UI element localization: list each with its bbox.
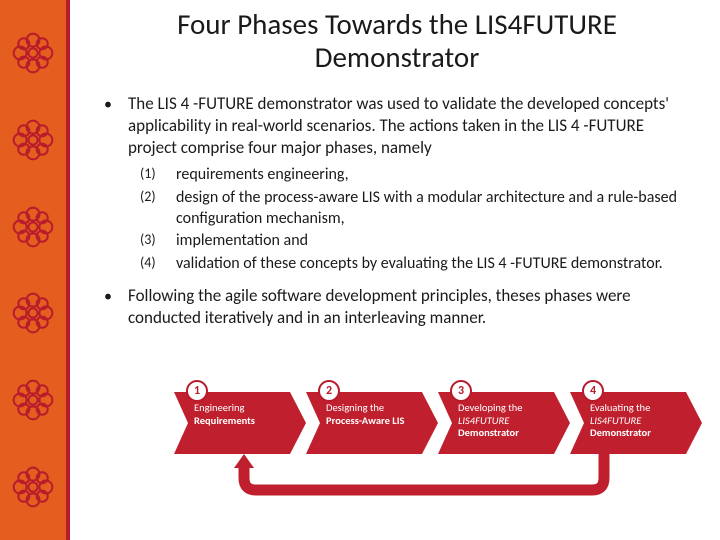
- list-item: (1) requirements engineering,: [140, 165, 690, 186]
- phase-chevron: 2 Designing the Process-Aware LIS: [306, 392, 438, 454]
- phase-label: Designing the Process-Aware LIS: [326, 402, 426, 427]
- phase-number-badge: 1: [186, 380, 208, 402]
- list-item: (2) design of the process-aware LIS with…: [140, 188, 690, 230]
- phase-label: Evaluating the LIS4FUTURE Demonstrator: [590, 402, 690, 440]
- item-text: validation of these concepts by evaluati…: [176, 254, 663, 275]
- decorative-sidebar: [0, 0, 70, 540]
- item-number: (3): [140, 231, 176, 252]
- list-item: (4) validation of these concepts by eval…: [140, 254, 690, 275]
- item-text: requirements engineering,: [176, 165, 349, 186]
- phase-label: Developing the LIS4FUTURE Demonstrator: [458, 402, 558, 440]
- bullet-item: • The LIS 4 -FUTURE demonstrator was use…: [104, 93, 690, 159]
- phase-number-badge: 2: [318, 380, 340, 402]
- slide-content: Four Phases Towards the LIS4FUTURE Demon…: [74, 0, 720, 540]
- phase-chevron: 1 Engineering Requirements: [174, 392, 306, 454]
- item-text: implementation and: [176, 231, 308, 252]
- flower-icon: [10, 30, 56, 76]
- phase-label: Engineering Requirements: [194, 402, 294, 427]
- item-number: (4): [140, 254, 176, 275]
- flower-icon: [10, 204, 56, 250]
- bullet-marker: •: [104, 285, 128, 329]
- flower-icon: [10, 117, 56, 163]
- item-text: design of the process-aware LIS with a m…: [176, 188, 690, 230]
- phase-chevron: 3 Developing the LIS4FUTURE Demonstrator: [438, 392, 570, 454]
- bullet-text: Following the agile software development…: [128, 285, 690, 329]
- slide-title: Four Phases Towards the LIS4FUTURE Demon…: [104, 8, 690, 75]
- phases-diagram: 1 Engineering Requirements 2 Designing t…: [174, 392, 714, 512]
- flower-icon: [10, 290, 56, 336]
- bullet-marker: •: [104, 93, 128, 159]
- phase-number-badge: 4: [582, 380, 604, 402]
- flower-icon: [10, 464, 56, 510]
- bullet-text: The LIS 4 -FUTURE demonstrator was used …: [128, 93, 690, 159]
- item-number: (2): [140, 188, 176, 230]
- flower-icon: [10, 377, 56, 423]
- loop-arrow-icon: [234, 454, 614, 504]
- phase-chevron: 4 Evaluating the LIS4FUTURE Demonstrator: [570, 392, 702, 454]
- numbered-list: (1) requirements engineering, (2) design…: [140, 165, 690, 275]
- item-number: (1): [140, 165, 176, 186]
- list-item: (3) implementation and: [140, 231, 690, 252]
- bullet-item: • Following the agile software developme…: [104, 285, 690, 329]
- phase-number-badge: 3: [450, 380, 472, 402]
